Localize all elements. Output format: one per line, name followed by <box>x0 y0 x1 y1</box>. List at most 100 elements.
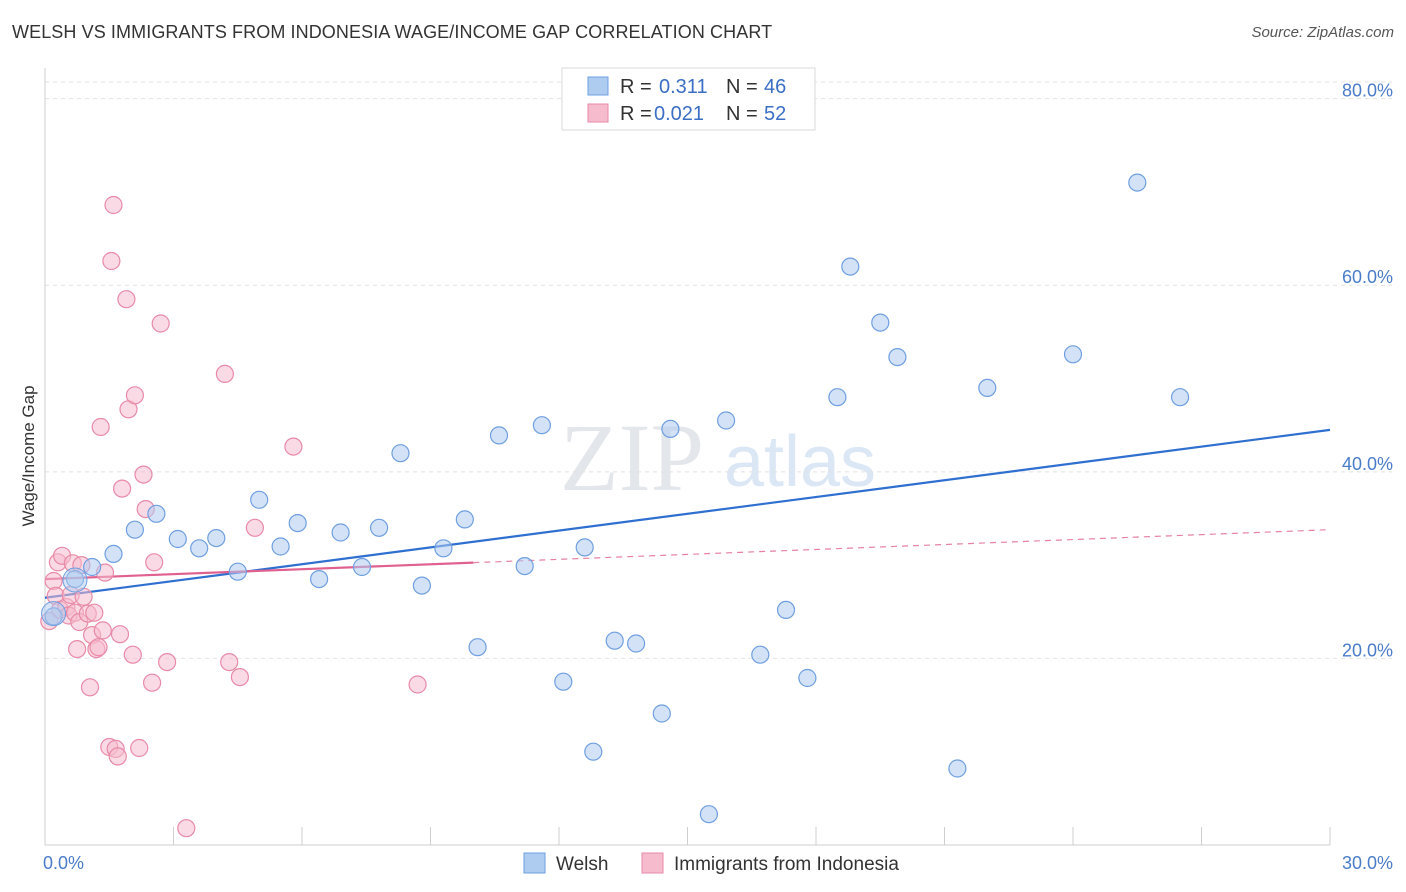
bottom-legend-welsh: Welsh <box>556 854 608 875</box>
point-welsh-9 <box>228 562 247 581</box>
point-welsh-26 <box>575 538 594 557</box>
point-indonesia-35 <box>130 738 149 758</box>
point-indonesia-34 <box>125 386 144 405</box>
trend-line-indonesia-dashed <box>473 529 1331 564</box>
gridlines: 20.0% 40.0% 60.0% 80.0% <box>45 81 1393 660</box>
point-welsh-cluster-b <box>62 567 88 593</box>
point-welsh-21 <box>468 638 487 657</box>
point-welsh-19 <box>434 539 453 558</box>
point-welsh-27 <box>584 742 603 761</box>
series-legend: Welsh Immigrants from Indonesia <box>523 852 899 875</box>
point-welsh-22 <box>489 426 509 445</box>
point-welsh-45 <box>1170 388 1190 407</box>
point-welsh-3 <box>104 544 123 564</box>
point-welsh-13 <box>310 569 329 589</box>
point-welsh-6 <box>168 529 187 549</box>
point-welsh-2 <box>82 557 102 577</box>
point-indonesia-22 <box>93 621 112 640</box>
point-indonesia-39 <box>145 553 164 572</box>
point-indonesia-30 <box>112 479 132 498</box>
point-indonesia-33 <box>123 645 142 664</box>
point-welsh-23 <box>515 556 534 576</box>
legend-swatch-indonesia <box>587 103 609 123</box>
point-welsh-7 <box>190 539 209 558</box>
point-welsh-41 <box>948 759 967 778</box>
point-indonesia-38 <box>143 673 162 692</box>
point-welsh-12 <box>288 513 307 533</box>
point-indonesia-46 <box>245 518 264 537</box>
x-tick-label-max: 30.0% <box>1342 853 1393 873</box>
point-welsh-16 <box>370 518 389 537</box>
point-welsh-44 <box>1128 173 1147 192</box>
legend-n-welsh: 46 <box>764 76 786 98</box>
legend-r-indonesia: 0.021 <box>654 103 704 125</box>
point-welsh-8 <box>207 528 226 548</box>
chart-title: WELSH VS IMMIGRANTS FROM INDONESIA WAGE/… <box>12 22 773 42</box>
point-welsh-34 <box>751 645 770 664</box>
x-tick-label-min: 0.0% <box>43 853 84 873</box>
point-indonesia-18 <box>85 603 104 622</box>
stats-legend: R = 0.311 N = 46 R = 0.021 N = 52 <box>561 67 816 131</box>
point-indonesia-11 <box>67 639 87 659</box>
point-welsh-11 <box>271 537 290 556</box>
point-welsh-33 <box>716 411 736 430</box>
point-indonesia-36 <box>134 465 153 484</box>
point-indonesia-21 <box>91 417 110 437</box>
y-tick-label-20: 20.0% <box>1342 640 1393 660</box>
point-welsh-4 <box>125 520 144 539</box>
point-indonesia-28 <box>108 747 127 766</box>
point-welsh-42 <box>978 378 997 397</box>
point-indonesia-45 <box>230 667 249 687</box>
point-indonesia-41 <box>158 652 177 672</box>
point-welsh-29 <box>626 634 646 653</box>
point-welsh-20 <box>455 510 474 529</box>
point-welsh-38 <box>841 257 860 276</box>
point-welsh-39 <box>871 313 890 332</box>
point-welsh-24 <box>532 416 552 435</box>
bottom-legend-indonesia: Immigrants from Indonesia <box>674 854 899 875</box>
point-indonesia-1 <box>44 571 63 591</box>
point-indonesia-31 <box>117 290 136 309</box>
y-tick-label-60: 60.0% <box>1342 267 1393 287</box>
point-indonesia-43 <box>215 364 234 383</box>
point-indonesia-29 <box>110 625 130 644</box>
point-welsh-40 <box>888 348 907 367</box>
bottom-swatch-welsh <box>523 852 546 874</box>
legend-r-label-indonesia: R = <box>620 103 652 125</box>
point-indonesia-25 <box>102 251 121 271</box>
point-welsh-30 <box>652 704 671 723</box>
legend-swatch-welsh <box>587 76 609 96</box>
point-welsh-5 <box>147 504 166 523</box>
point-welsh-32 <box>699 805 719 824</box>
legend-n-label-welsh: N = <box>726 76 758 98</box>
point-indonesia-40 <box>151 314 170 333</box>
point-welsh-36 <box>798 668 817 688</box>
watermark-atlas: atlas <box>724 422 876 502</box>
trend-lines <box>44 428 1331 599</box>
point-welsh-10 <box>250 490 269 509</box>
point-indonesia-44 <box>220 652 239 672</box>
axes: 0.0% 30.0% <box>43 68 1393 873</box>
point-welsh-15 <box>352 557 372 577</box>
trend-line-indonesia-solid <box>44 561 474 581</box>
bottom-swatch-indonesia <box>641 852 664 874</box>
point-welsh-cluster-a <box>41 601 67 627</box>
point-welsh-17 <box>391 444 410 463</box>
point-indonesia-20 <box>89 638 108 657</box>
point-welsh-14 <box>331 523 350 542</box>
point-welsh-31 <box>661 419 680 438</box>
point-indonesia-47 <box>284 437 303 456</box>
legend-r-label-welsh: R = <box>620 76 652 98</box>
y-tick-label-40: 40.0% <box>1342 454 1393 474</box>
point-indonesia-16 <box>80 678 100 697</box>
point-welsh-37 <box>828 388 847 407</box>
point-indonesia-48 <box>408 675 427 694</box>
point-indonesia-26 <box>104 195 123 215</box>
y-axis-label: Wage/Income Gap <box>19 385 38 526</box>
legend-r-welsh: 0.311 <box>659 76 708 98</box>
point-welsh-25 <box>554 672 573 691</box>
point-welsh-18 <box>412 576 431 595</box>
data-points <box>40 173 1190 838</box>
source-label: Source: ZipAtlas.com <box>1251 24 1394 41</box>
point-welsh-43 <box>1063 345 1083 364</box>
